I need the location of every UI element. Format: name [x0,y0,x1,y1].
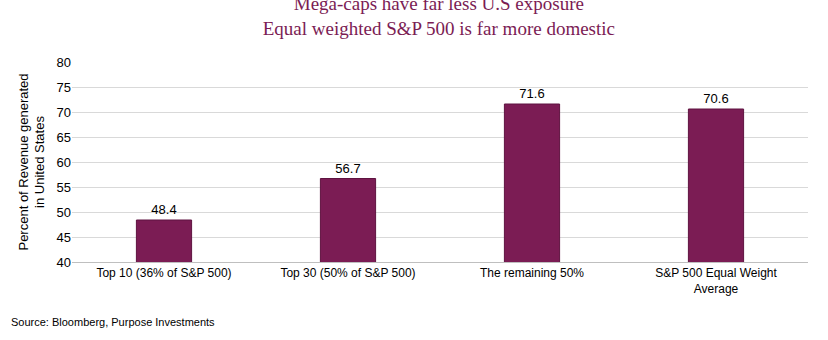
svg-text:75: 75 [57,80,71,95]
svg-text:70.6: 70.6 [703,91,728,106]
svg-text:S&P 500 Equal WeightAverage: S&P 500 Equal WeightAverage [655,266,777,296]
svg-text:Top 10 (36% of S&P 500): Top 10 (36% of S&P 500) [96,266,231,280]
svg-text:48.4: 48.4 [151,202,176,217]
svg-text:40: 40 [57,255,71,270]
svg-text:56.7: 56.7 [335,161,360,176]
svg-text:Percent of Revenue generatedin: Percent of Revenue generatedin United St… [16,73,48,250]
svg-text:70: 70 [57,105,71,120]
svg-text:Mega-caps have far less U.S ex: Mega-caps have far less U.S exposureEqua… [263,0,615,39]
svg-text:Top 30 (50% of S&P 500): Top 30 (50% of S&P 500) [280,266,415,280]
svg-text:65: 65 [57,130,71,145]
svg-text:45: 45 [57,230,71,245]
svg-text:60: 60 [57,155,71,170]
svg-text:80: 80 [57,55,71,70]
svg-text:50: 50 [57,205,71,220]
svg-text:71.6: 71.6 [519,86,544,101]
svg-text:55: 55 [57,180,71,195]
svg-text:The remaining 50%: The remaining 50% [480,266,584,280]
svg-text:Source: Bloomberg, Purpose Inv: Source: Bloomberg, Purpose Investments [11,316,215,328]
